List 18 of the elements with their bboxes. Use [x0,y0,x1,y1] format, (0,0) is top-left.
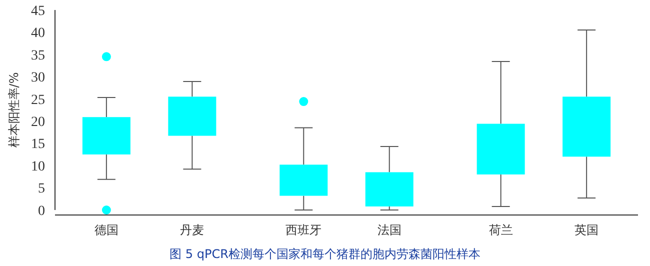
y-tick-label: 35 [31,48,45,64]
y-tick-label: 25 [31,92,45,108]
y-axis-title: 样本阳性率/% [7,72,21,148]
y-tick-label: 10 [31,159,45,174]
y-tick-label: 0 [38,204,45,219]
text: 图 5 qPCR检测每个国家和每个猪群的胞内劳森菌阳性样本 [170,247,480,261]
y-tick-label: 45 [31,4,45,19]
x-tick-label: 法国 [377,223,402,237]
y-tick-label: 15 [31,137,45,152]
y-tick-label: 30 [31,70,45,86]
x-tick-label: 荷兰 [488,223,513,237]
y-tick-label: 40 [31,26,45,42]
x-tick-label: 西班牙 [286,223,322,237]
x-tick-label: 德国 [94,223,118,237]
x-tick-label: 英国 [574,223,599,237]
x-tick-label: 丹麦 [180,223,204,237]
y-tick-label: 20 [31,115,45,130]
y-tick-label: 5 [38,182,45,197]
